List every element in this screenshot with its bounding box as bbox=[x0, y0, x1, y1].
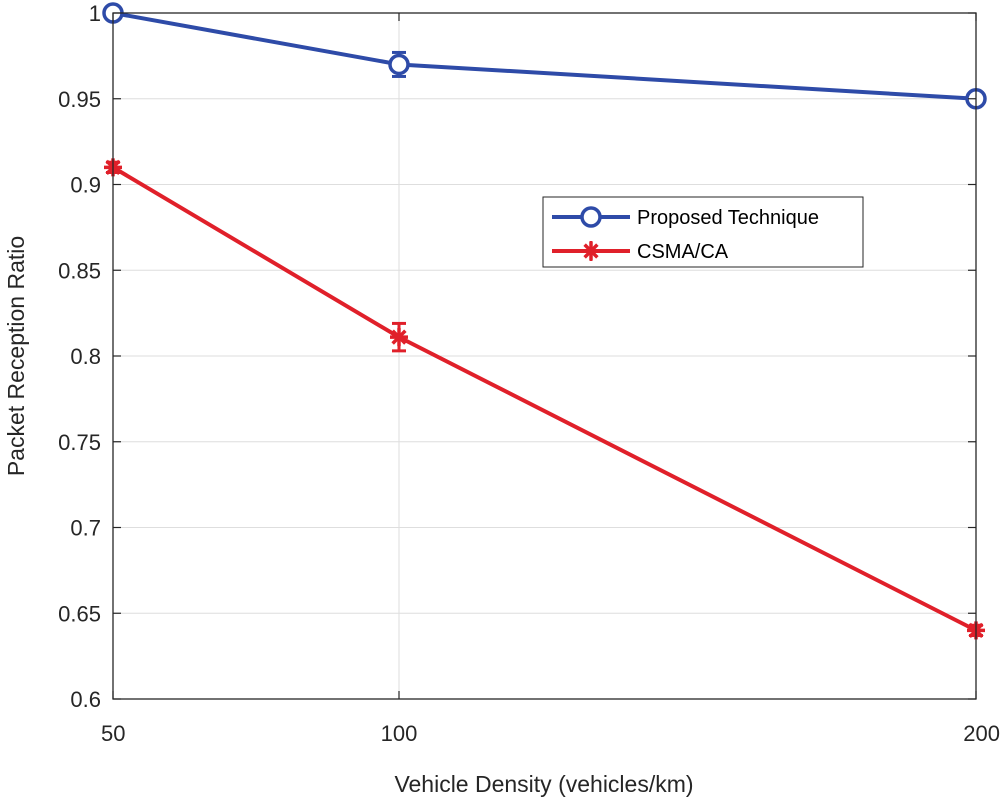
star-stroke bbox=[583, 243, 599, 259]
x-axis-label: Vehicle Density (vehicles/km) bbox=[394, 771, 693, 797]
y-tick-label: 1 bbox=[89, 1, 101, 26]
y-tick-label: 0.75 bbox=[58, 430, 101, 455]
y-tick-label: 0.6 bbox=[70, 687, 101, 712]
series-layer bbox=[102, 2, 987, 640]
legend-entry: CSMA/CA bbox=[552, 241, 729, 263]
legend-marker bbox=[580, 206, 602, 228]
x-tick-label: 100 bbox=[381, 721, 418, 746]
x-tick-label: 200 bbox=[963, 721, 1000, 746]
axis-ticks: 0.6 0.65 0.7 0.75 0.8 0.85 0.9 0.95 1 50 100 200 bbox=[58, 1, 1000, 746]
y-tick-label: 0.7 bbox=[70, 516, 101, 541]
y-tick-label: 0.8 bbox=[70, 344, 101, 369]
legend-marker bbox=[582, 242, 600, 260]
legend: Proposed Technique CSMA/CA bbox=[542, 196, 864, 268]
y-tick-label: 0.95 bbox=[58, 87, 101, 112]
star-stroke bbox=[391, 329, 407, 345]
data-point bbox=[390, 328, 408, 347]
legend-label: CSMA/CA bbox=[637, 241, 729, 263]
y-tick-label: 0.9 bbox=[70, 173, 101, 198]
x-tick-label: 50 bbox=[101, 721, 125, 746]
legend-entry: Proposed Technique bbox=[552, 206, 819, 229]
y-tick-label: 0.85 bbox=[58, 258, 101, 283]
legend-label: Proposed Technique bbox=[637, 207, 819, 229]
y-axis-label: Packet Reception Ratio bbox=[3, 236, 29, 476]
y-tick-label: 0.65 bbox=[58, 601, 101, 626]
data-point bbox=[388, 53, 410, 76]
grid-lines bbox=[113, 13, 976, 699]
